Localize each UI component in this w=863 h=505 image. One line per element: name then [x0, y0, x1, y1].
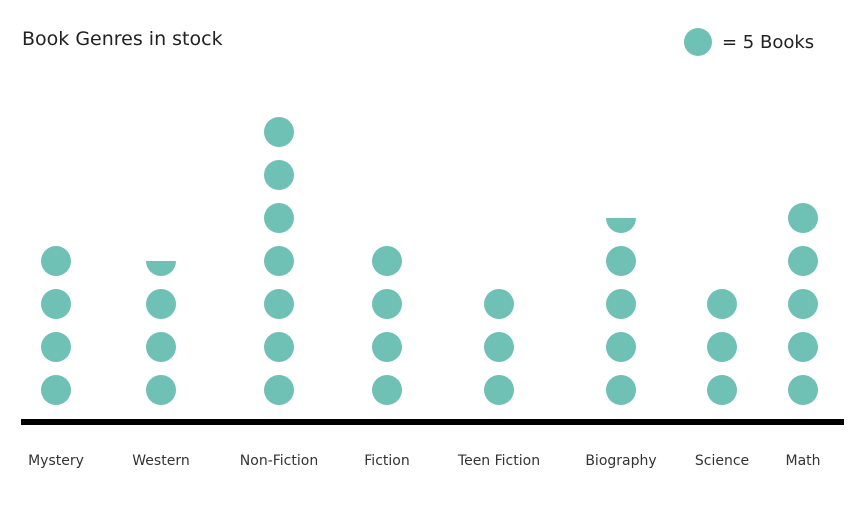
- baseline-axis: [21, 419, 844, 425]
- symbol-math-5: [788, 203, 818, 233]
- symbols-layer: [41, 117, 818, 405]
- symbol-science-2: [707, 332, 737, 362]
- category-label-math: Math: [785, 453, 820, 469]
- category-label-science: Science: [695, 453, 749, 469]
- symbol-biography-2: [606, 332, 636, 362]
- symbol-biography-4: [606, 246, 636, 276]
- symbol-teen-fiction-2: [484, 332, 514, 362]
- symbol-math-4: [788, 246, 818, 276]
- symbol-non-fiction-6: [264, 160, 294, 190]
- category-label-western: Western: [132, 453, 189, 469]
- legend: = 5 Books: [684, 28, 814, 56]
- category-label-mystery: Mystery: [28, 453, 84, 469]
- symbol-western-3: [146, 289, 176, 319]
- symbol-science-1: [707, 375, 737, 405]
- symbol-western-1: [146, 375, 176, 405]
- symbol-fiction-4: [372, 246, 402, 276]
- symbol-fiction-2: [372, 332, 402, 362]
- category-label-non-fiction: Non-Fiction: [240, 453, 318, 469]
- symbol-non-fiction-5: [264, 203, 294, 233]
- symbol-non-fiction-7: [264, 117, 294, 147]
- symbol-non-fiction-2: [264, 332, 294, 362]
- symbol-non-fiction-4: [264, 246, 294, 276]
- symbol-mystery-3: [41, 289, 71, 319]
- category-label-biography: Biography: [585, 453, 656, 469]
- category-labels: Mystery Western Non-Fiction Fiction Teen Fic…: [28, 453, 820, 469]
- symbol-western-2: [146, 332, 176, 362]
- symbol-western-partial: [146, 261, 176, 276]
- symbol-biography-3: [606, 289, 636, 319]
- symbol-mystery-1: [41, 375, 71, 405]
- symbol-non-fiction-3: [264, 289, 294, 319]
- symbol-fiction-3: [372, 289, 402, 319]
- symbol-non-fiction-1: [264, 375, 294, 405]
- symbol-math-1: [788, 375, 818, 405]
- symbol-teen-fiction-1: [484, 375, 514, 405]
- symbol-fiction-1: [372, 375, 402, 405]
- category-label-fiction: Fiction: [364, 453, 409, 469]
- symbol-biography-partial: [606, 218, 636, 233]
- symbol-mystery-4: [41, 246, 71, 276]
- symbol-math-3: [788, 289, 818, 319]
- symbol-science-3: [707, 289, 737, 319]
- legend-symbol: [684, 28, 712, 56]
- legend-label: = 5 Books: [722, 31, 815, 53]
- symbol-teen-fiction-3: [484, 289, 514, 319]
- symbol-mystery-2: [41, 332, 71, 362]
- chart-title: Book Genres in stock: [22, 28, 223, 50]
- symbol-math-2: [788, 332, 818, 362]
- category-label-teen-fiction: Teen Fiction: [457, 453, 540, 469]
- symbol-biography-1: [606, 375, 636, 405]
